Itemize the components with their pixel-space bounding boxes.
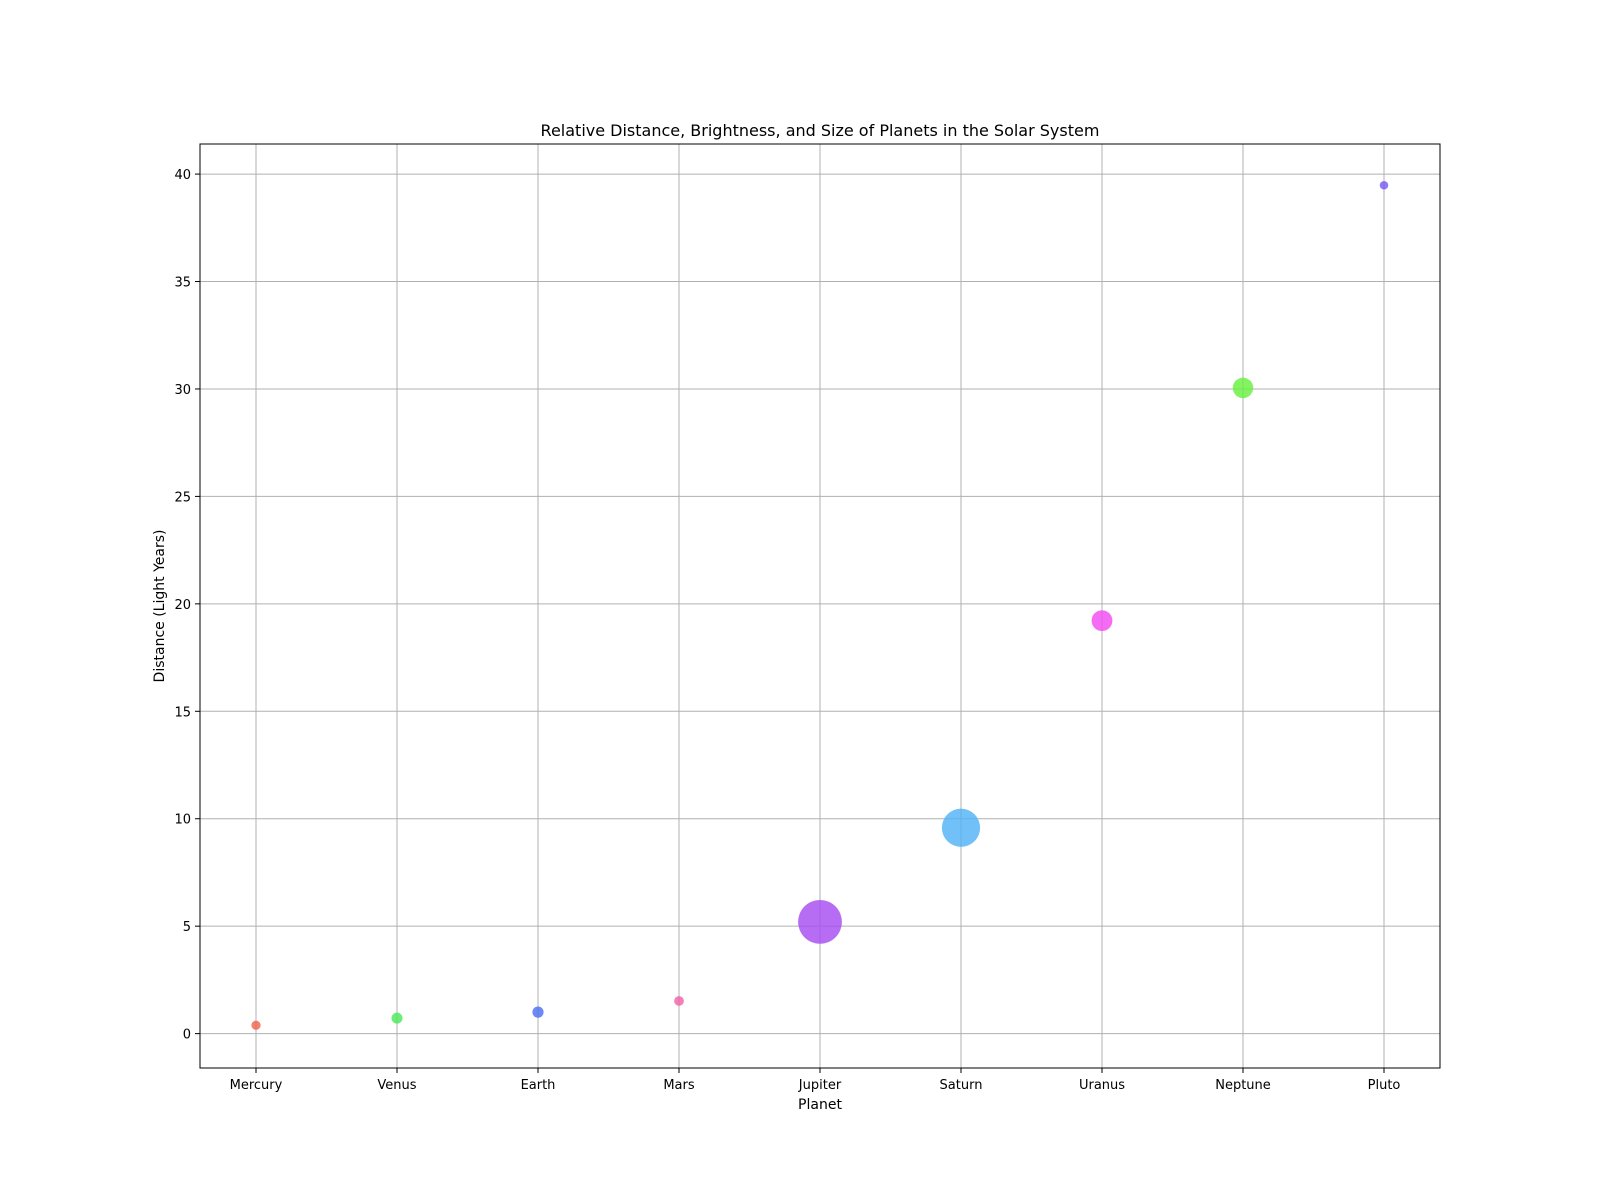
data-point-neptune bbox=[1232, 377, 1254, 399]
x-tick-label: Venus bbox=[377, 1078, 416, 1093]
y-tick-label: 5 bbox=[183, 920, 191, 935]
data-point-earth bbox=[532, 1006, 544, 1018]
data-point-pluto bbox=[1379, 180, 1389, 190]
data-point-venus bbox=[391, 1012, 403, 1024]
x-tick-label: Earth bbox=[521, 1078, 556, 1093]
y-tick-label: 0 bbox=[183, 1028, 191, 1043]
y-tick-label: 35 bbox=[174, 276, 191, 291]
y-tick-label: 20 bbox=[174, 598, 191, 613]
x-tick-label: Pluto bbox=[1368, 1078, 1401, 1093]
x-tick-label: Uranus bbox=[1079, 1078, 1125, 1093]
data-point-uranus bbox=[1091, 610, 1113, 632]
scatter-points bbox=[251, 180, 1389, 1030]
y-tick-label: 40 bbox=[174, 168, 191, 183]
y-tick-label: 25 bbox=[174, 490, 191, 505]
chart-title: Relative Distance, Brightness, and Size … bbox=[541, 121, 1100, 140]
y-tick-label: 30 bbox=[174, 383, 191, 398]
data-point-saturn bbox=[941, 808, 981, 847]
y-tick-label: 15 bbox=[174, 705, 191, 720]
x-axis-label: Planet bbox=[798, 1097, 842, 1113]
x-tick-label: Mercury bbox=[230, 1078, 283, 1093]
x-tick-label: Mars bbox=[663, 1078, 695, 1093]
x-tick-label: Jupiter bbox=[798, 1078, 842, 1093]
axis-ticks: Mercury Venus Earth Mars Jupiter Saturn Uranus… bbox=[174, 168, 1400, 1093]
y-axis-label: Distance (Light Years) bbox=[152, 530, 168, 683]
data-point-mars bbox=[674, 996, 684, 1006]
x-tick-label: Neptune bbox=[1215, 1078, 1271, 1093]
data-point-jupiter bbox=[798, 899, 842, 944]
x-tick-label: Saturn bbox=[940, 1078, 983, 1093]
y-tick-label: 10 bbox=[174, 813, 191, 828]
data-point-mercury bbox=[251, 1020, 261, 1030]
